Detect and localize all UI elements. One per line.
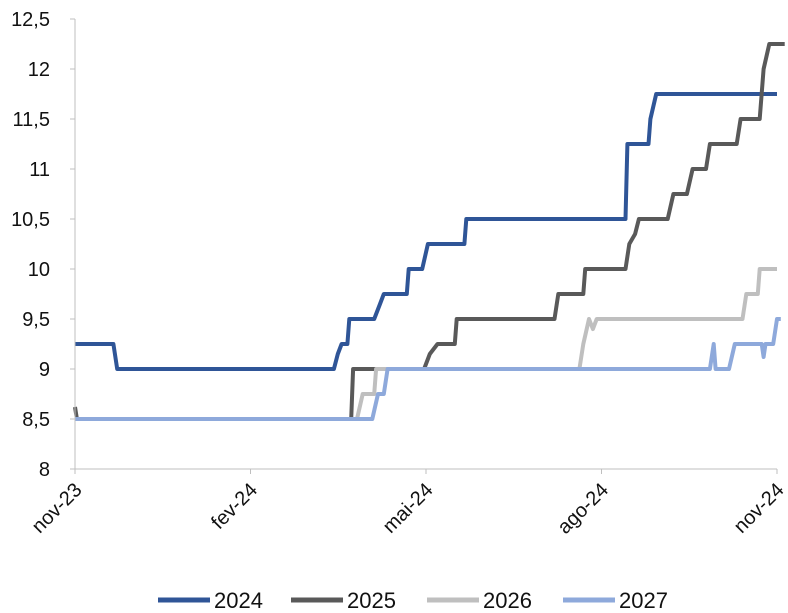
- y-tick-label: 11: [29, 159, 50, 181]
- y-tick-label: 8,5: [22, 409, 50, 431]
- y-tick-label: 10,5: [11, 209, 50, 231]
- series-line-2024: [75, 92, 777, 371]
- legend-label: 2025: [347, 588, 396, 613]
- axis-layer: 8 8,5 9 9,5 10 10,5 11 11,5 12 12,5 nov-23 fev-24 ma…: [11, 9, 788, 539]
- y-tick-label: 11,5: [13, 109, 50, 131]
- legend-label: 2026: [483, 588, 532, 613]
- series-layer: [73, 42, 785, 421]
- legend-item-2024: 2024: [158, 588, 263, 613]
- y-tick-label: 12,5: [11, 9, 50, 31]
- series-line-2027: [75, 317, 781, 421]
- x-tick-label: ago-24: [553, 479, 613, 539]
- x-tick-label: fev-24: [207, 479, 262, 534]
- legend-item-2026: 2026: [427, 588, 532, 613]
- legend-label: 2024: [214, 588, 263, 613]
- series-line-2026: [75, 267, 777, 421]
- legend-item-2027: 2027: [563, 588, 668, 613]
- x-tick-label: mai-24: [379, 479, 438, 538]
- x-tick-label: nov-23: [28, 479, 87, 538]
- y-tick-label: 8: [39, 459, 50, 481]
- legend: 2024 2025 2026 2027: [158, 588, 668, 613]
- legend-item-2025: 2025: [291, 588, 396, 613]
- legend-label: 2027: [619, 588, 668, 613]
- y-tick-label: 12: [28, 59, 50, 81]
- y-tick-label: 10: [28, 259, 50, 281]
- y-tick-label: 9,5: [22, 309, 50, 331]
- x-tick-label: nov-24: [730, 479, 788, 538]
- y-tick-label: 9: [39, 359, 50, 381]
- series-line-2025: [73, 42, 785, 421]
